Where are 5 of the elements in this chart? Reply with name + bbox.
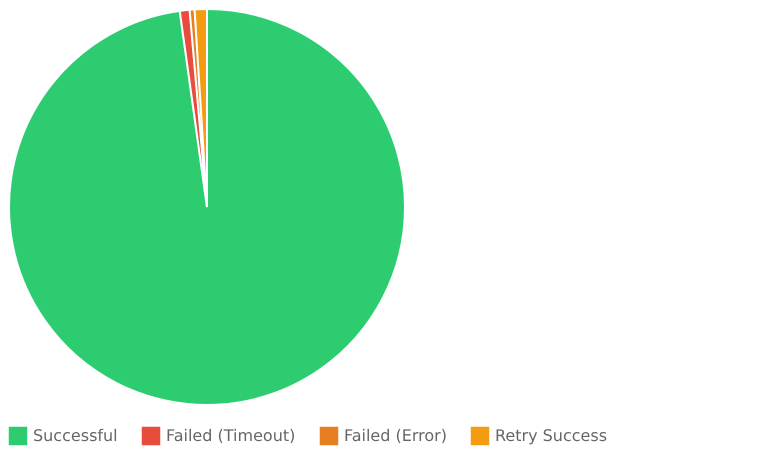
pie-slice: [8, 8, 406, 406]
legend-label: Failed (Error): [344, 426, 447, 445]
legend-label: Successful: [33, 426, 118, 445]
legend-label: Retry Success: [495, 426, 608, 445]
legend-label: Failed (Timeout): [166, 426, 296, 445]
